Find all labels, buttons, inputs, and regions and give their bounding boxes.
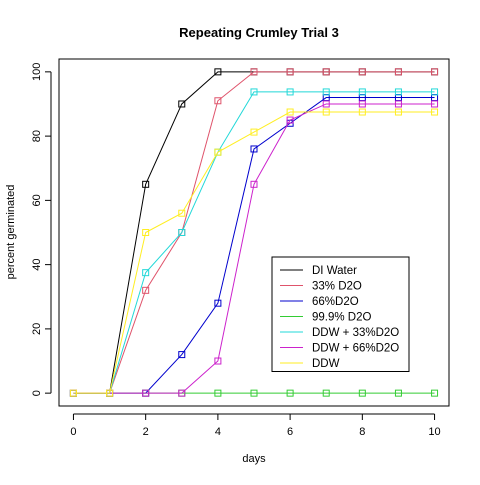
data-point xyxy=(178,229,186,236)
y-tick-label: 80 xyxy=(31,130,43,142)
data-point xyxy=(214,97,222,105)
data-point xyxy=(250,68,258,76)
y-axis-label: percent germinated xyxy=(5,185,17,280)
data-point xyxy=(214,148,222,156)
data-point xyxy=(431,68,439,76)
y-tick-label: 0 xyxy=(31,390,43,396)
y-tick-label: 40 xyxy=(31,259,43,271)
data-point xyxy=(142,286,150,294)
plot-frame xyxy=(58,58,450,407)
data-point xyxy=(431,100,439,108)
series-group xyxy=(69,68,439,397)
data-point xyxy=(394,88,402,96)
data-point xyxy=(286,68,294,76)
data-point xyxy=(250,389,258,397)
legend-label: DDW + 66%D2O xyxy=(312,343,399,355)
data-point xyxy=(69,389,77,397)
x-tick-label: 8 xyxy=(359,426,365,438)
data-point xyxy=(178,389,186,397)
series xyxy=(69,88,439,397)
data-point xyxy=(106,389,114,397)
data-point xyxy=(394,68,402,76)
series-line xyxy=(73,111,435,394)
data-point xyxy=(214,357,222,365)
data-point xyxy=(214,389,222,397)
x-tick-label: 10 xyxy=(428,426,440,438)
data-point xyxy=(250,128,258,136)
data-point xyxy=(178,351,186,359)
legend-label: DDW + 33%D2O xyxy=(312,327,399,339)
legend-label: 66%D2O xyxy=(312,296,359,308)
legend-label: DDW xyxy=(312,358,340,370)
x-tick-label: 2 xyxy=(143,426,149,438)
x-tick-label: 4 xyxy=(215,426,221,438)
data-point xyxy=(214,68,222,76)
data-point xyxy=(286,108,294,116)
legend-label: DI Water xyxy=(312,265,357,277)
data-point xyxy=(142,269,150,277)
data-point xyxy=(358,68,366,76)
x-tick-label: 0 xyxy=(70,426,76,438)
data-point xyxy=(358,88,366,96)
data-point xyxy=(142,389,150,397)
data-point xyxy=(250,180,258,188)
legend-label: 33% D2O xyxy=(312,281,362,293)
data-point xyxy=(322,389,330,397)
x-tick-label: 6 xyxy=(287,426,293,438)
data-point xyxy=(431,108,439,116)
data-point xyxy=(178,100,186,108)
chart-title: Repeating Crumley Trial 3 xyxy=(179,25,339,40)
data-point xyxy=(431,88,439,96)
data-point xyxy=(322,88,330,96)
series-line xyxy=(73,103,435,394)
data-point xyxy=(214,299,222,307)
y-tick-label: 20 xyxy=(31,323,43,335)
data-point xyxy=(286,389,294,397)
data-point xyxy=(431,389,439,397)
series-line xyxy=(73,91,435,394)
data-point xyxy=(394,389,402,397)
data-point xyxy=(358,100,366,108)
legend-label: 99.9% D2O xyxy=(312,312,372,324)
data-point xyxy=(322,108,330,116)
data-point xyxy=(358,389,366,397)
data-point xyxy=(322,100,330,108)
data-point xyxy=(358,108,366,116)
y-tick-label: 60 xyxy=(31,194,43,206)
data-point xyxy=(178,209,186,217)
data-point xyxy=(286,116,294,124)
data-point xyxy=(250,88,258,96)
data-point xyxy=(142,180,150,188)
x-axis-label: days xyxy=(242,453,266,465)
data-point xyxy=(250,145,258,153)
legend: DI Water 33% D2O 66%D2O 99.9% D2O DDW + 33%D… xyxy=(271,256,410,372)
data-point xyxy=(394,100,402,108)
data-point xyxy=(394,108,402,116)
data-point xyxy=(286,88,294,96)
series xyxy=(69,108,439,397)
series-line xyxy=(73,71,435,394)
data-point xyxy=(322,68,330,76)
y-tick-label: 100 xyxy=(31,63,43,81)
data-point xyxy=(142,229,150,236)
legend-box xyxy=(271,256,410,372)
